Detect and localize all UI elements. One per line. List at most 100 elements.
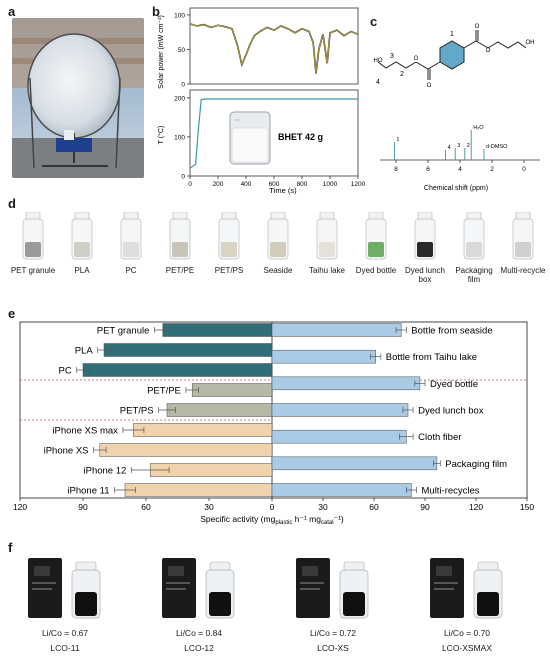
panel-e-bar-chart: Specific activity (mgplastic h⁻¹ mgcatal… bbox=[13, 321, 534, 526]
vial-label: Dyed bottle bbox=[355, 266, 397, 275]
atom-label-4: 4 bbox=[376, 79, 380, 86]
nmr-peak-label: 2 bbox=[467, 143, 470, 149]
battery-sample-name: LCO-12 bbox=[184, 643, 214, 653]
nmr-peak-label: H₂O bbox=[473, 125, 484, 131]
x-tick-label: 1000 bbox=[323, 181, 338, 188]
bar bbox=[271, 349, 376, 364]
bar bbox=[271, 376, 421, 391]
vial-label: Multi-recycle bbox=[500, 266, 546, 275]
bar bbox=[99, 443, 273, 457]
bar-label: PLA bbox=[75, 346, 94, 357]
x-tick-label: 90 bbox=[78, 502, 88, 512]
svg-text:O: O bbox=[414, 56, 419, 62]
vial-label: PET/PS bbox=[214, 266, 244, 275]
bar bbox=[191, 383, 273, 397]
solar-reactor-photo bbox=[12, 18, 144, 178]
bar-label: Dyed bottle bbox=[430, 379, 478, 390]
bar-label: Multi-recycles bbox=[422, 486, 480, 497]
bar-label: PET granule bbox=[97, 326, 150, 337]
nmr-peak-label: 4 bbox=[448, 145, 451, 151]
bhet-inset-label: BHET 42 g bbox=[278, 132, 323, 142]
bar bbox=[133, 423, 273, 437]
battery-and-powder-image bbox=[154, 552, 244, 622]
sample-vial bbox=[216, 211, 242, 260]
x-tick-label: 30 bbox=[204, 502, 214, 512]
bar bbox=[271, 323, 402, 337]
atom-label-1: 1 bbox=[450, 31, 454, 38]
x-tick-label: 400 bbox=[241, 181, 252, 188]
x-tick-label: 0 bbox=[522, 166, 526, 173]
x-tick-label: 90 bbox=[420, 502, 430, 512]
atom-label-3: 3 bbox=[390, 53, 394, 60]
panel-letter-c: c bbox=[370, 14, 378, 29]
time-axis-label: Time (s) bbox=[269, 186, 297, 195]
x-tick-label: 0 bbox=[270, 502, 275, 512]
bar-label: iPhone 11 bbox=[67, 486, 109, 497]
battery-and-powder-image bbox=[288, 552, 378, 622]
nmr-peak-label: 1 bbox=[396, 137, 399, 143]
temperature-frame bbox=[189, 89, 359, 177]
temperature-series bbox=[189, 98, 358, 169]
bar-label: iPhone XS bbox=[44, 446, 89, 457]
sample-vial bbox=[363, 211, 389, 260]
x-tick-label: 8 bbox=[394, 166, 398, 173]
chart-frame bbox=[19, 321, 528, 499]
battery-and-powder-image bbox=[422, 552, 512, 622]
chemical-shift-axis-label: Chemical shift (ppm) bbox=[424, 185, 488, 192]
solar-power-axis-label: Solar power (mW cm⁻²) bbox=[158, 15, 165, 89]
bar-label: Cloth fiber bbox=[418, 432, 461, 443]
vial-label: Dyed lunch box bbox=[404, 266, 446, 284]
bar-label: iPhone 12 bbox=[84, 466, 127, 477]
y-tick-label: 200 bbox=[174, 95, 185, 102]
sample-vial bbox=[510, 211, 536, 260]
panel-letter-d: d bbox=[8, 196, 16, 211]
bar bbox=[124, 483, 273, 497]
svg-text:OH: OH bbox=[526, 40, 535, 46]
x-tick-label: 4 bbox=[458, 166, 462, 173]
solar-power-frame bbox=[189, 7, 359, 85]
x-tick-label: 150 bbox=[520, 502, 534, 512]
sample-vial bbox=[118, 211, 144, 260]
battery-sample-name: LCO-XSMAX bbox=[441, 643, 493, 653]
sample-vial bbox=[265, 211, 291, 260]
nmr-peak-label: d-DMSO bbox=[486, 144, 508, 150]
x-tick-label: 30 bbox=[318, 502, 328, 512]
vial-label: Seaside bbox=[263, 266, 293, 275]
bar-label: Bottle from Taihu lake bbox=[386, 352, 477, 363]
specific-activity-axis-label: Specific activity (mgplastic h⁻¹ mgcatal… bbox=[200, 514, 344, 526]
svg-text:O: O bbox=[427, 83, 432, 89]
panel-letter-a: a bbox=[8, 4, 16, 19]
bar-label: iPhone XS max bbox=[52, 426, 118, 437]
battery-and-powder-image bbox=[20, 552, 110, 622]
vial-label: PET granule bbox=[10, 266, 56, 275]
bar bbox=[82, 363, 273, 377]
x-tick-label: 2 bbox=[490, 166, 494, 173]
bar bbox=[103, 343, 273, 357]
li-co-ratio: Li/Co = 0.70 bbox=[443, 628, 491, 638]
y-tick-label: 0 bbox=[181, 174, 185, 181]
li-co-ratio: Li/Co = 0.72 bbox=[309, 628, 357, 638]
bar bbox=[271, 429, 407, 444]
solar-power-series bbox=[189, 23, 359, 74]
sample-vials: PET granule PLA PC PET/PE PET/PS Seaside Taihu… bbox=[8, 211, 548, 300]
sample-vial bbox=[20, 211, 46, 260]
x-tick-label: 6 bbox=[426, 166, 430, 173]
vial-label: PC bbox=[125, 266, 137, 275]
atom-label-2: 2 bbox=[400, 71, 404, 78]
sample-vial bbox=[461, 211, 487, 260]
battery-sample-name: LCO-XS bbox=[317, 643, 349, 653]
bar bbox=[271, 403, 409, 417]
bar-label: Bottle from seaside bbox=[411, 326, 492, 337]
bar bbox=[166, 403, 273, 417]
sample-vial bbox=[167, 211, 193, 260]
sample-vial bbox=[314, 211, 340, 260]
bar-label: PC bbox=[58, 366, 71, 377]
bar bbox=[271, 483, 412, 497]
li-co-ratio: Li/Co = 0.84 bbox=[175, 628, 223, 638]
sample-vial bbox=[412, 211, 438, 260]
panel-letter-e: e bbox=[8, 306, 16, 321]
solar-power-series-highlight bbox=[189, 23, 359, 74]
vial-label: Taihu lake bbox=[308, 266, 346, 275]
x-tick-label: 60 bbox=[369, 502, 379, 512]
bar-label: Packaging film bbox=[445, 459, 507, 470]
